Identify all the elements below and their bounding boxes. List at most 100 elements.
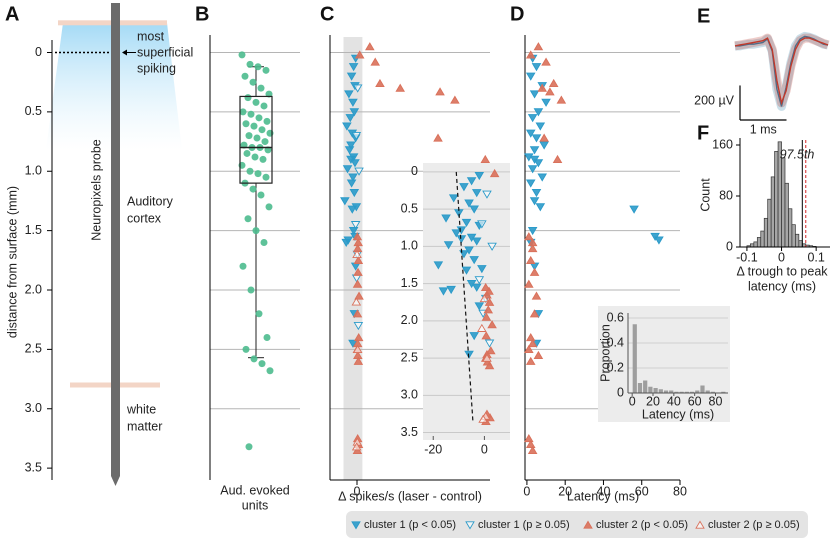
point	[265, 90, 273, 98]
point	[350, 221, 361, 230]
point	[345, 114, 356, 123]
point	[262, 173, 270, 181]
point	[477, 220, 487, 229]
x-axis-label: Δ spikes/s (laser - control)	[338, 489, 482, 503]
panel-label: D	[510, 3, 524, 25]
point	[254, 63, 262, 71]
point	[441, 214, 451, 223]
histogram-bar	[689, 391, 695, 393]
y-axis-label: distance from surface (mm)	[5, 186, 19, 338]
point	[466, 177, 477, 186]
inset-y-tick-label: 1.5	[401, 276, 418, 290]
histogram-bar	[643, 380, 648, 393]
point	[629, 205, 639, 214]
point	[347, 205, 358, 214]
point	[443, 241, 454, 250]
x-tick-label: 80	[673, 484, 687, 498]
y-tick-label: 2.5	[25, 342, 42, 356]
x-axis-label: Latency (ms)	[567, 489, 639, 503]
histogram-bar	[695, 390, 700, 393]
probe-label: Neuropixels probe	[89, 139, 103, 240]
point	[469, 332, 479, 341]
x-tick-label: 40	[597, 484, 611, 498]
inset-y-axis-label: Proportion	[598, 324, 612, 382]
inset-y-tick-label: 3.0	[401, 388, 418, 402]
histogram-bar	[753, 241, 758, 248]
point	[524, 232, 534, 241]
point	[525, 439, 536, 449]
x-axis-label: units	[242, 498, 268, 512]
inset-background	[598, 306, 730, 422]
histogram-bar	[700, 385, 705, 393]
point	[242, 345, 250, 353]
point	[352, 309, 363, 318]
histogram-bar	[788, 208, 793, 248]
probe	[111, 3, 120, 476]
point	[481, 331, 491, 340]
point	[265, 203, 273, 211]
point	[556, 95, 567, 104]
annotation: most	[137, 29, 165, 43]
scalebar-x-label: 1 ms	[750, 122, 777, 136]
point	[241, 72, 249, 80]
point	[644, 191, 652, 198]
histogram-bar	[795, 233, 800, 248]
x-axis-label: Aud. evoked	[220, 483, 290, 497]
inset-x-tick-label: 0	[481, 442, 488, 456]
point	[480, 154, 491, 164]
point	[341, 238, 351, 247]
annotation: spiking	[137, 61, 176, 75]
point	[469, 256, 479, 265]
histogram-bar	[770, 176, 775, 248]
inset-y-tick-label: 0.5	[401, 201, 418, 215]
legend-label: cluster 2 (p < 0.05)	[596, 519, 688, 531]
point	[537, 173, 548, 182]
point	[353, 356, 364, 365]
point	[342, 165, 353, 174]
x-tick-label: -0.1	[736, 250, 758, 264]
point	[531, 291, 542, 300]
histogram-bar	[791, 224, 796, 248]
histogram-bar	[760, 230, 765, 248]
point	[479, 294, 490, 303]
point	[450, 95, 460, 104]
point	[527, 238, 538, 247]
y-tick-label: 3.0	[25, 401, 42, 415]
point	[245, 443, 253, 451]
point	[487, 320, 497, 329]
point	[471, 283, 482, 292]
point	[257, 191, 265, 199]
x-axis-label: Δ trough to peak	[736, 264, 828, 278]
point	[537, 83, 548, 92]
legend	[346, 511, 808, 538]
point	[550, 174, 558, 181]
waveform	[734, 37, 829, 106]
point	[525, 333, 536, 342]
legend-label: cluster 2 (p ≥ 0.05)	[708, 519, 800, 531]
point	[435, 87, 445, 96]
point	[474, 172, 485, 181]
annotation: white	[126, 402, 156, 416]
x-tick-label: 0	[523, 484, 530, 498]
histogram-bar	[663, 390, 669, 393]
point	[474, 276, 485, 285]
point	[255, 310, 263, 318]
point	[244, 215, 252, 223]
point	[484, 361, 495, 370]
point	[459, 183, 469, 192]
histogram-bar	[653, 388, 658, 393]
point	[535, 122, 546, 131]
panel-label: E	[697, 5, 710, 27]
point	[541, 98, 551, 107]
x-axis-label: latency (ms)	[748, 279, 816, 293]
annotation: matter	[127, 419, 162, 433]
inset-x-tick-label: 80	[709, 394, 723, 408]
histogram-bar	[679, 391, 684, 393]
point	[446, 285, 456, 295]
inset-y-tick-label: 0.2	[607, 360, 624, 374]
point	[486, 346, 496, 355]
point	[545, 87, 555, 96]
point	[242, 120, 250, 128]
histogram-bar	[637, 383, 643, 393]
